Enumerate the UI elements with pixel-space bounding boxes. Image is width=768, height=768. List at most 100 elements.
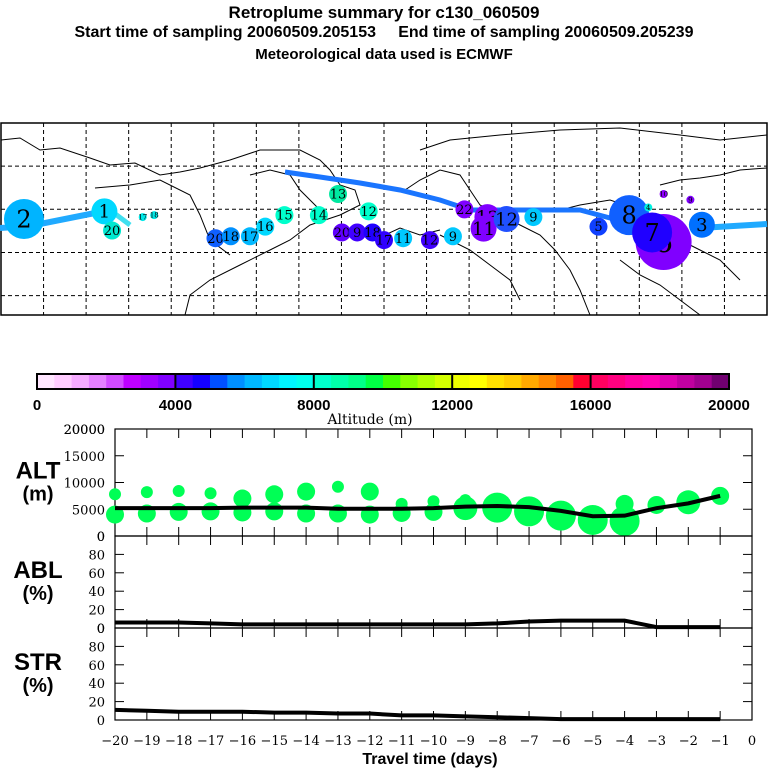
colorbar-swatch — [521, 374, 540, 389]
coastline — [249, 169, 321, 211]
panel-label: STR — [14, 649, 62, 676]
plume-cluster — [688, 211, 715, 238]
altitude-cluster-point — [609, 506, 640, 537]
colorbar-swatch — [296, 374, 315, 389]
plume-cluster — [420, 231, 439, 250]
sampling-times: Start time of sampling 20060509.205153 E… — [74, 24, 694, 41]
plume-day-label: 17 — [376, 234, 393, 249]
plume-day-label: 18 — [223, 230, 240, 245]
plume-day-label: 12 — [495, 209, 518, 230]
plume-cluster — [91, 198, 118, 225]
colorbar-swatch — [452, 374, 470, 389]
plume-cluster — [3, 199, 44, 239]
upper-track — [284, 169, 641, 228]
colorbar-swatch — [659, 374, 678, 389]
colorbar-swatch — [573, 374, 592, 389]
met-data-line: Meteorological data used is ECMWF — [255, 46, 513, 63]
str-line — [114, 707, 721, 722]
plume-day-label: 1 — [99, 202, 110, 223]
plume-day-label: 7 — [644, 219, 659, 247]
altitude-cluster-point — [297, 482, 316, 501]
colorbar-label: Altitude (m) — [326, 412, 412, 428]
altitude-cluster-point — [204, 487, 217, 500]
plume-day-label: 20 — [334, 226, 351, 241]
x-tick-label: −4 — [615, 734, 634, 749]
y-tick-label-top: 0 — [97, 622, 105, 637]
colorbar-swatch — [504, 374, 522, 389]
plume-day-label: 18 — [150, 212, 159, 220]
plume-cluster — [470, 215, 497, 242]
plume-day-label: 12 — [360, 205, 377, 220]
chart-title: Retroplume summary for c130_060509 — [228, 3, 540, 22]
x-tick-label: −18 — [165, 734, 192, 749]
colorbar-tick-label: 8000 — [297, 397, 330, 414]
colorbar-swatch — [383, 374, 401, 389]
altitude-cluster-point — [424, 502, 443, 521]
x-tick-label: −11 — [388, 734, 415, 749]
y-tick-label: 80 — [88, 548, 105, 563]
plume-cluster — [275, 206, 294, 225]
plume-cluster — [524, 208, 543, 227]
colorbar-swatch — [158, 374, 176, 389]
colorbar-swatch — [175, 374, 194, 389]
plume-day-label: 17 — [138, 214, 147, 222]
colorbar-swatch — [37, 374, 55, 389]
colorbar-tick-label: 12000 — [431, 397, 473, 414]
plume-cluster — [359, 202, 378, 221]
x-tick-label: −10 — [420, 734, 447, 749]
plume-cluster — [493, 206, 520, 232]
x-tick-label: 0 — [748, 734, 756, 749]
colorbar-swatch — [625, 374, 643, 389]
plume-cluster — [443, 227, 462, 246]
colorbar-swatch — [279, 374, 297, 389]
coastline — [0, 137, 361, 316]
plume-cluster — [309, 206, 328, 225]
time-series-panels: 0500010000150002000020000ALT(m)020406080… — [13, 423, 756, 768]
x-tick-label: −7 — [519, 734, 538, 749]
x-tick-label: −19 — [133, 734, 160, 749]
y-tick-label: 0 — [97, 714, 105, 729]
plume-day-label: 9 — [353, 226, 361, 241]
colorbar-swatch — [486, 374, 505, 389]
coastline — [419, 127, 768, 151]
colorbar-swatch — [469, 374, 488, 389]
plume-cluster — [206, 229, 225, 248]
x-tick-label: −14 — [292, 734, 319, 749]
panel-label: ALT — [16, 458, 61, 485]
plume-cluster — [348, 223, 367, 242]
altitude-cluster-point — [545, 500, 576, 531]
y-tick-label: 0 — [97, 622, 105, 637]
colorbar-swatch — [140, 374, 159, 389]
altitude-cluster-point — [169, 502, 188, 521]
plume-day-label: 11 — [395, 232, 412, 247]
altitude-mean-line — [115, 493, 721, 519]
x-axis-label: Travel time (days) — [362, 751, 497, 768]
plume-cluster — [150, 211, 159, 220]
y-tick-label: 80 — [88, 640, 105, 655]
colorbar-tick-label: 16000 — [570, 397, 612, 414]
plume-day-label: 20 — [207, 232, 224, 247]
colorbar-frame — [36, 373, 730, 390]
plume-cluster — [240, 227, 259, 246]
colorbar-swatch — [434, 374, 453, 389]
plume-day-label: 9 — [529, 211, 537, 226]
colorbar-swatch — [88, 374, 107, 389]
x-tick-label: −20 — [101, 734, 128, 749]
x-tick-label: −2 — [679, 734, 698, 749]
colorbar-tick-label: 0 — [33, 397, 41, 414]
colorbar-swatch — [677, 374, 695, 389]
colorbar-tick-label: 20000 — [708, 397, 750, 414]
altitude-cluster-point — [172, 485, 185, 498]
x-tick-label: −9 — [456, 734, 475, 749]
x-tick-label: −16 — [229, 734, 256, 749]
x-tick-label: −17 — [197, 734, 224, 749]
plume-cluster — [632, 212, 673, 253]
plume-day-label: 22 — [456, 203, 473, 218]
y-tick-label: 20 — [88, 696, 105, 711]
y-tick-label: 40 — [88, 677, 105, 692]
x-tick-label: −6 — [551, 734, 570, 749]
altitude-cluster-point — [331, 480, 344, 493]
plume-cluster — [659, 190, 668, 199]
